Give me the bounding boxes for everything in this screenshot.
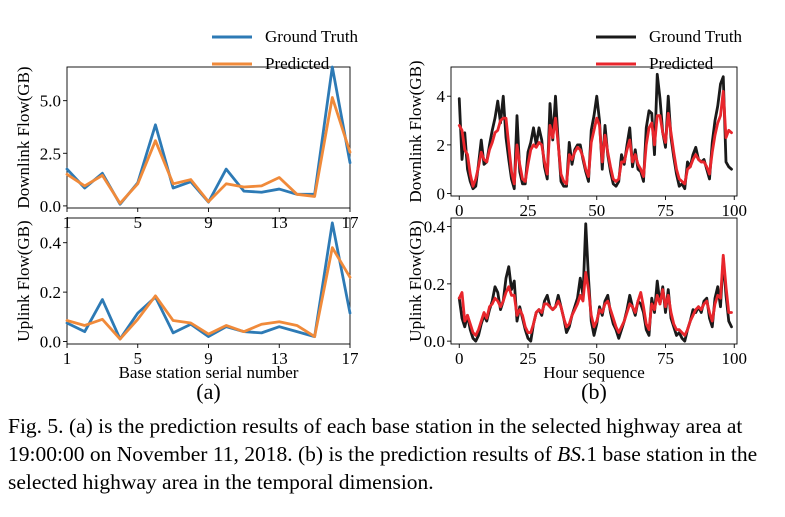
caption-math: BS. bbox=[557, 442, 587, 466]
b-top-series-predicted-line bbox=[457, 89, 733, 188]
b-bottom-ylabel: Uplink Flow(GB) bbox=[406, 220, 425, 341]
b-bottom-panel-label: (b) bbox=[581, 379, 607, 404]
b-top-series-ground-truth-line bbox=[457, 72, 733, 191]
b-top-xtick-label: 25 bbox=[520, 201, 537, 220]
a-bottom-xtick-label: 17 bbox=[342, 349, 360, 368]
a-top-ylabel: Downlink Flow(GB) bbox=[14, 66, 33, 208]
b-bottom-xtick-label: 50 bbox=[588, 349, 605, 368]
b-bottom-ytick-label: 0.4 bbox=[424, 218, 446, 237]
b-bottom-xlabel: Hour sequence bbox=[543, 363, 645, 382]
b-top-xtick-label: 0 bbox=[455, 201, 464, 220]
caption-label: Fig. 5. bbox=[8, 414, 64, 438]
b-bottom-xtick-label: 75 bbox=[657, 349, 674, 368]
b-top-xtick-label: 100 bbox=[722, 201, 748, 220]
b-top-ytick-label: 0 bbox=[437, 185, 446, 204]
b-top-ytick-label: 4 bbox=[437, 87, 446, 106]
a-bottom-xtick-label: 13 bbox=[271, 349, 288, 368]
a-bottom-panel-label: (a) bbox=[196, 379, 220, 404]
a-bottom-series-ground-truth-line bbox=[65, 221, 352, 341]
a-top-ytick-label: 0.0 bbox=[40, 197, 61, 216]
a-top-ytick-label: 2.5 bbox=[40, 144, 61, 163]
a-top-series-predicted-line bbox=[65, 96, 352, 205]
caption-text-1: (a) is the prediction results of each ba… bbox=[8, 414, 743, 466]
b-bottom-xtick-label: 100 bbox=[722, 349, 748, 368]
b-top-ytick-label: 2 bbox=[437, 136, 446, 155]
b-top-xtick-label: 50 bbox=[588, 201, 605, 220]
a-bottom-xtick-label: 9 bbox=[204, 349, 213, 368]
a-bottom-xtick-label: 1 bbox=[63, 349, 72, 368]
a-bottom-xtick-label: 5 bbox=[134, 349, 143, 368]
a-bottom-ylabel: Uplink Flow(GB) bbox=[14, 220, 33, 341]
b-bottom-ytick-label: 0.0 bbox=[424, 332, 445, 351]
a-top-legend-label: Predicted bbox=[265, 54, 330, 73]
b-top-ylabel: Downlink Flow(GB) bbox=[406, 60, 425, 202]
a-bottom-xlabel: Base station serial number bbox=[119, 363, 299, 382]
a-top-xtick-label: 13 bbox=[271, 213, 288, 232]
b-top-legend-label: Ground Truth bbox=[649, 27, 743, 46]
b-bottom-xtick-label: 0 bbox=[455, 349, 464, 368]
b-top-legend-label: Predicted bbox=[649, 54, 714, 73]
b-bottom-xtick-label: 25 bbox=[520, 349, 537, 368]
b-bottom-series-predicted-line bbox=[457, 253, 733, 337]
a-top-legend-label: Ground Truth bbox=[265, 27, 359, 46]
b-top-xtick-label: 75 bbox=[657, 201, 674, 220]
figure-5: 1 5 9 13 17 0.0 2.5 5.0 Downlink Flow(GB) Ground … bbox=[14, 27, 748, 404]
a-bottom-ytick-label: 0.2 bbox=[40, 283, 61, 302]
b-bottom-axes-frame bbox=[450, 217, 738, 345]
a-bottom-ytick-label: 0.4 bbox=[40, 234, 62, 253]
caption-text-2: base station in the selected highway are… bbox=[8, 442, 758, 494]
a-top-series-ground-truth-line bbox=[65, 65, 352, 206]
figure-caption: Fig. 5. (a) is the prediction results of… bbox=[8, 412, 778, 496]
a-top-xtick-label: 9 bbox=[204, 213, 213, 232]
caption-math-num: 1 bbox=[586, 442, 598, 466]
b-bottom-ytick-label: 0.2 bbox=[424, 275, 445, 294]
a-top-ytick-label: 5.0 bbox=[40, 92, 61, 111]
a-bottom-series-predicted-line bbox=[65, 246, 352, 341]
a-top-xtick-label: 5 bbox=[134, 213, 143, 232]
b-top-axes-frame bbox=[450, 66, 738, 197]
a-bottom-ytick-label: 0.0 bbox=[40, 333, 61, 352]
